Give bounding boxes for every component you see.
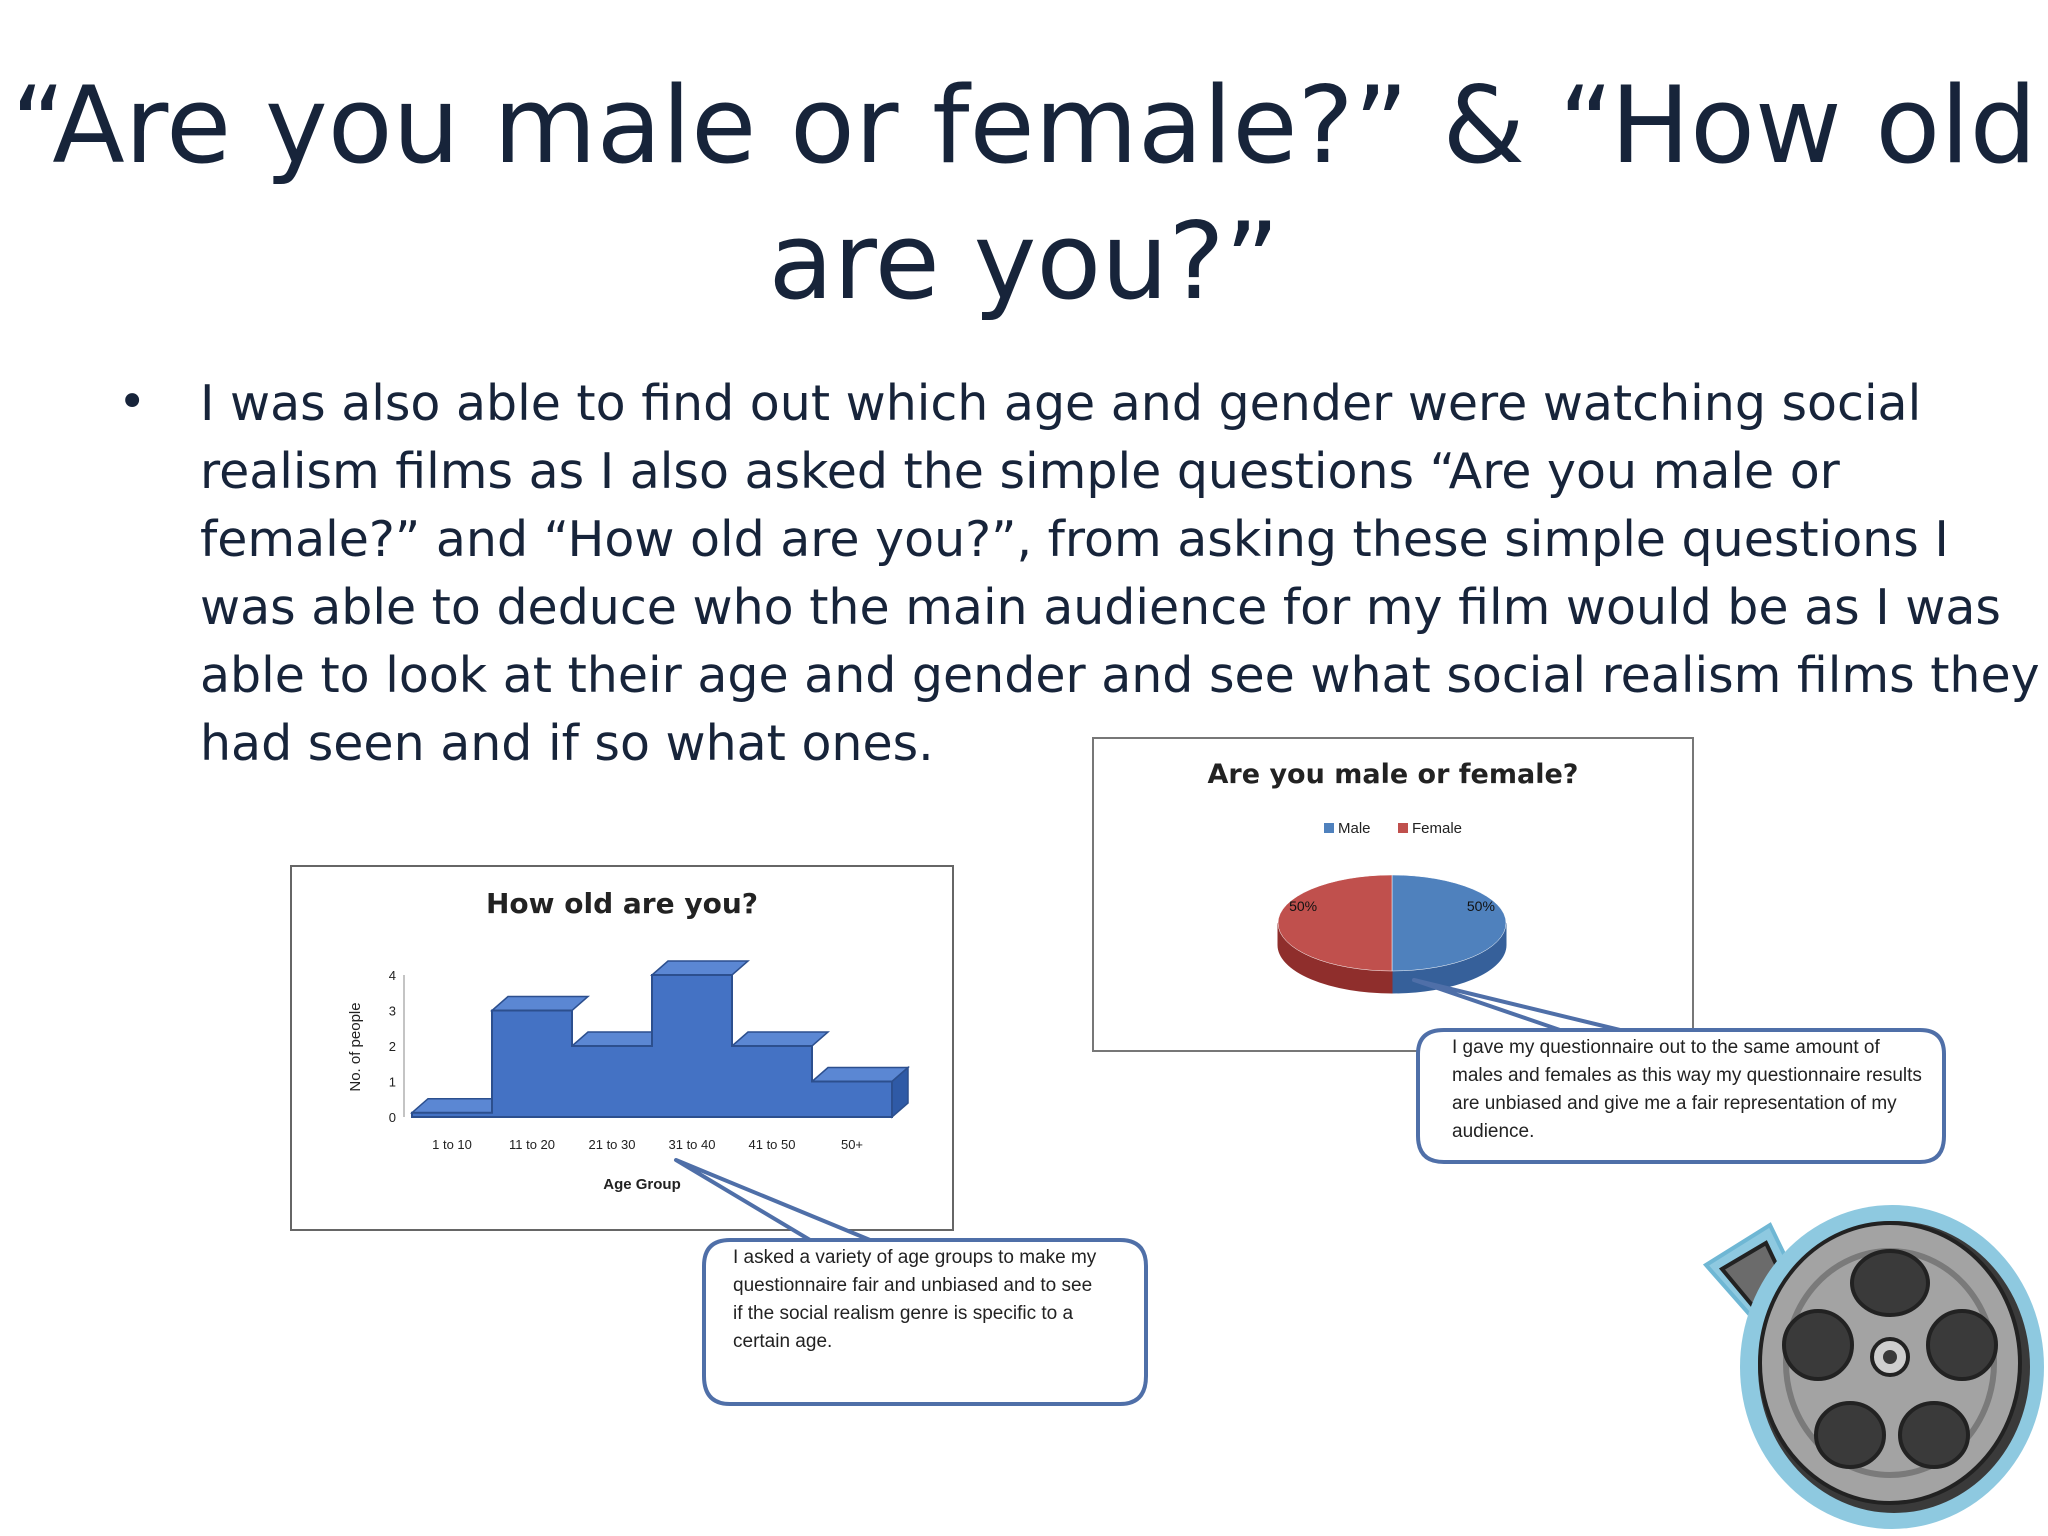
age-bar-outline [411, 974, 893, 1118]
age-y-label: No. of people [347, 1002, 364, 1091]
age-chart: How old are you? 0 1 2 3 4 1 to 10 11 to 20 21 … [290, 865, 954, 1231]
age-bar [732, 1046, 812, 1117]
gender-chart: Are you male or female? Male Female 50% 50% [1092, 737, 1694, 1052]
callout-gender-text: I gave my questionnaire out to the same … [1452, 1037, 1922, 1142]
age-bar-top [650, 960, 750, 976]
gender-chart-plot: Male Female 50% 50% [1277, 820, 1507, 994]
slide-title: “Are you male or female?” & “How old are… [0, 58, 2048, 330]
age-bar [412, 1112, 492, 1117]
age-bar-top [730, 1031, 830, 1047]
gender-pie-data-label: 50% [1467, 898, 1495, 914]
bullet-paragraph: I was also able to find out which age an… [200, 375, 2040, 772]
film-reel-icon [1702, 1205, 2044, 1529]
age-x-tick: 21 to 30 [589, 1137, 636, 1152]
age-y-tick: 4 [389, 968, 396, 983]
age-bar [572, 1046, 652, 1117]
age-x-tick: 50+ [841, 1137, 863, 1152]
age-x-label: Age Group [603, 1176, 681, 1193]
gender-legend-swatch [1398, 823, 1408, 833]
age-bar [492, 1010, 572, 1117]
age-chart-title: How old are you? [485, 887, 758, 920]
gender-pie-data-label: 50% [1289, 898, 1317, 914]
age-chart-plot: 0 1 2 3 4 1 to 10 11 to 20 21 to 30 31 to 40 41 t… [347, 960, 910, 1193]
gender-pie-slice [1391, 874, 1507, 972]
callout-age-text: I asked a variety of age groups to make … [733, 1247, 1097, 1352]
age-x-tick: 31 to 40 [669, 1137, 716, 1152]
title-line-2: are you?” [768, 200, 1280, 323]
age-y-tick: 3 [389, 1004, 396, 1019]
gender-legend-swatch [1324, 823, 1334, 833]
age-y-tick: 0 [389, 1110, 396, 1125]
gender-legend-label: Female [1412, 820, 1462, 837]
gender-legend-label: Male [1338, 820, 1371, 837]
age-x-tick: 1 to 10 [432, 1137, 472, 1152]
age-y-tick: 2 [389, 1039, 396, 1054]
age-bar [812, 1081, 892, 1117]
age-y-tick: 1 [389, 1075, 396, 1090]
gender-chart-title: Are you male or female? [1207, 759, 1579, 790]
title-line-1: “Are you male or female?” & “How old [11, 64, 2037, 187]
age-bar-top [490, 995, 590, 1012]
age-x-tick: 41 to 50 [749, 1137, 796, 1152]
age-x-tick: 11 to 20 [509, 1137, 555, 1152]
age-bar [652, 975, 732, 1117]
gender-pie-slice [1277, 874, 1393, 972]
bullet-marker: • [118, 374, 147, 430]
